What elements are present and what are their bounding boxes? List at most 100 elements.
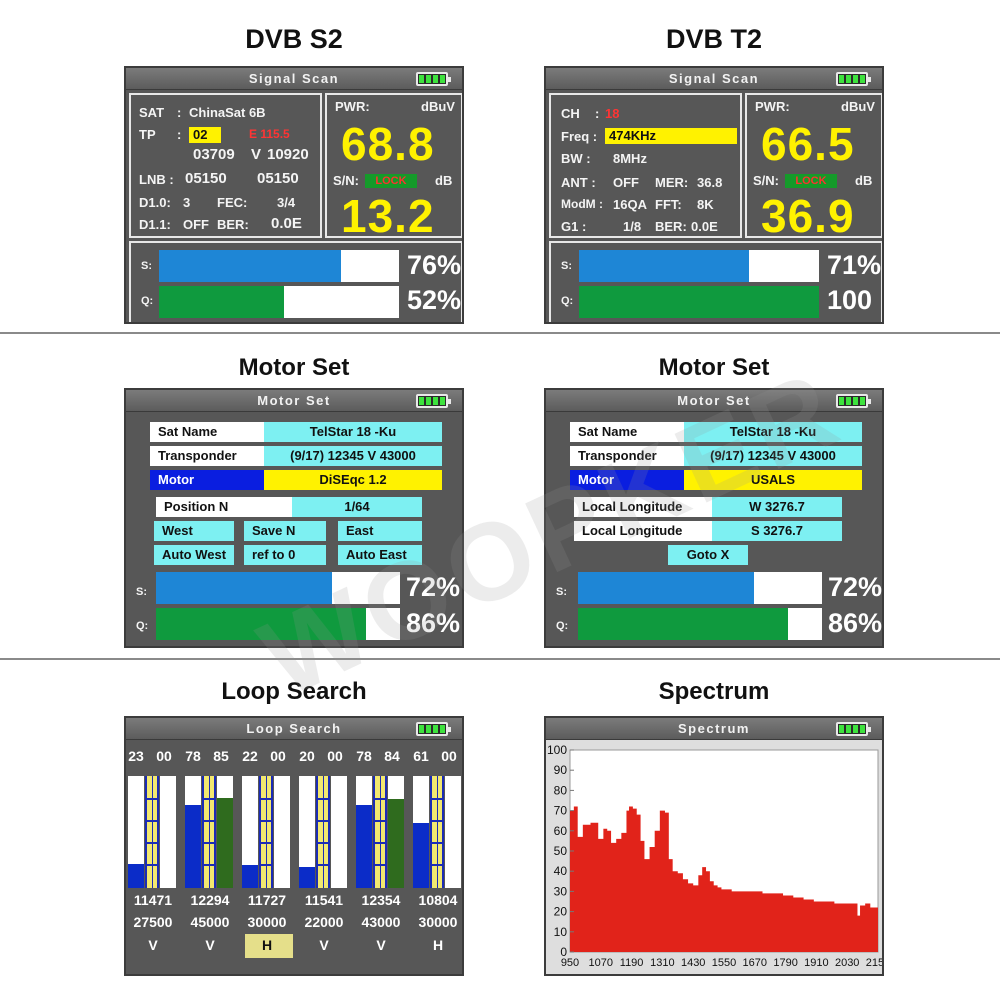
- transponder-value[interactable]: (9/17) 12345 V 43000: [264, 446, 442, 466]
- loop-result-item[interactable]: [299, 776, 351, 888]
- sn-unit: dB: [435, 173, 453, 188]
- sn-label: S/N:: [753, 173, 779, 188]
- quality-fill: [578, 608, 788, 640]
- sat-colon: :: [177, 105, 182, 120]
- auto-east-button[interactable]: Auto East: [338, 545, 422, 565]
- title-bar: Spectrum: [546, 718, 882, 740]
- screen-title: Loop Search: [246, 721, 342, 736]
- loop-frequency: 10804: [418, 892, 458, 908]
- loop-symbol-rate: 45000: [190, 914, 230, 930]
- ref-to-zero-button[interactable]: ref to 0: [244, 545, 326, 565]
- tp-frequency: 03709: [193, 146, 235, 163]
- loop-quality-value: 00: [441, 748, 457, 764]
- ber-label: BER:: [655, 219, 687, 234]
- spectrum-heading: Spectrum: [658, 678, 770, 705]
- ber-label: BER:: [217, 217, 249, 232]
- loop-frequency: 12354: [361, 892, 401, 908]
- loop-polarity: H: [432, 937, 444, 953]
- loop-result-item[interactable]: [242, 776, 294, 888]
- loop-result-item[interactable]: [413, 776, 462, 888]
- save-button[interactable]: Save N: [244, 521, 326, 541]
- spectrum-series: [570, 806, 878, 952]
- y-tick-label: 40: [554, 864, 568, 878]
- lnb-high: 05150: [257, 170, 299, 187]
- signal-percent: 76%: [407, 250, 462, 280]
- sat-name-value[interactable]: TelStar 18 -Ku: [264, 422, 442, 442]
- signal-bar: [578, 572, 822, 604]
- loop-result-item[interactable]: [185, 776, 237, 888]
- y-tick-label: 20: [554, 905, 568, 919]
- loop-signal-value: 61: [413, 748, 429, 764]
- quality-label: Q:: [556, 620, 569, 632]
- modm-label: ModM :: [561, 197, 603, 211]
- x-tick-label: 1670: [743, 957, 767, 969]
- mer-value: 36.8: [697, 175, 723, 190]
- west-button[interactable]: West: [154, 521, 234, 541]
- battery-icon: [836, 72, 871, 86]
- diseqc11-label: D1.1:: [139, 217, 171, 232]
- loop-signal-bar: [242, 776, 258, 888]
- loop-signal-bar: [185, 776, 201, 888]
- transponder-value[interactable]: (9/17) 12345 V 43000: [684, 446, 862, 466]
- loop-quality-bar: [445, 776, 461, 888]
- fft-value: 8K: [697, 197, 714, 212]
- signal-bar: [579, 250, 819, 282]
- power-pane: PWR: dBuV 66.5 S/N: LOCK dB 36.9: [745, 93, 882, 242]
- loop-result-item[interactable]: [128, 776, 180, 888]
- loop-symbol-rate: 22000: [304, 914, 344, 930]
- motor-type-value[interactable]: DiSEqc 1.2: [264, 470, 442, 490]
- signal-label: S:: [141, 260, 152, 272]
- east-button[interactable]: East: [338, 521, 422, 541]
- loop-symbol-rate: 27500: [133, 914, 173, 930]
- loop-symbol-rate: 30000: [247, 914, 287, 930]
- pwr-unit: dBuV: [841, 99, 875, 114]
- loop-result-item[interactable]: [356, 776, 408, 888]
- x-tick-label: 1910: [804, 957, 828, 969]
- loop-frequency: 11471: [133, 892, 173, 908]
- y-tick-label: 0: [560, 945, 567, 959]
- g1-value: 1/8: [623, 219, 642, 234]
- tp-selector[interactable]: 02: [189, 127, 221, 143]
- fec-value: 3/4: [277, 195, 296, 210]
- position-value[interactable]: 1/64: [292, 497, 422, 517]
- ch-value[interactable]: 18: [605, 106, 620, 121]
- loop-quality-bar: [217, 776, 233, 888]
- signal-percent: 72%: [406, 572, 461, 602]
- pwr-label: PWR:: [755, 99, 790, 114]
- signal-fill: [579, 250, 750, 282]
- motor-set-usals-screen: Motor Set Sat Name TelStar 18 -Ku Transp…: [544, 388, 884, 648]
- x-tick-label: 1790: [773, 957, 797, 969]
- loop-signal-bar: [356, 776, 372, 888]
- signal-fill: [156, 572, 332, 604]
- ber-value: 0.0E: [691, 219, 718, 234]
- goto-x-button[interactable]: Goto X: [668, 545, 748, 565]
- y-tick-label: 70: [554, 804, 568, 818]
- local-latitude-value[interactable]: S 3276.7: [712, 521, 842, 541]
- loop-symbol-rate: 43000: [361, 914, 401, 930]
- loop-signal-value: 78: [185, 748, 201, 764]
- lock-indicator: LOCK: [785, 174, 837, 188]
- loop-polarity: H: [261, 937, 273, 953]
- bw-value: 8MHz: [613, 151, 647, 166]
- loop-signal-value: 22: [242, 748, 258, 764]
- loop-search-list: 23 00 11471 27500 V 78 85 12294 45000 V 22 00 11727 3…: [126, 740, 462, 974]
- y-tick-label: 100: [547, 743, 567, 757]
- loop-search-screen: Loop Search 23 00 11471 27500 V 78 85 12294 4500…: [124, 716, 464, 976]
- loop-ladder: [373, 776, 387, 888]
- freq-field[interactable]: 474KHz: [605, 128, 737, 144]
- quality-bar: [579, 286, 819, 318]
- pwr-label: PWR:: [335, 99, 370, 114]
- screen-title: Spectrum: [678, 721, 750, 736]
- signal-fill: [578, 572, 754, 604]
- sat-name-value[interactable]: TelStar 18 -Ku: [684, 422, 862, 442]
- title-bar: Motor Set: [126, 390, 462, 412]
- local-longitude-value[interactable]: W 3276.7: [712, 497, 842, 517]
- motor-type-value[interactable]: USALS: [684, 470, 862, 490]
- y-tick-label: 90: [554, 763, 568, 777]
- x-tick-label: 1190: [620, 957, 644, 969]
- title-bar: Signal Scan: [126, 68, 462, 90]
- auto-west-button[interactable]: Auto West: [154, 545, 234, 565]
- screen-title: Motor Set: [257, 393, 331, 408]
- tp-label: TP: [139, 127, 156, 142]
